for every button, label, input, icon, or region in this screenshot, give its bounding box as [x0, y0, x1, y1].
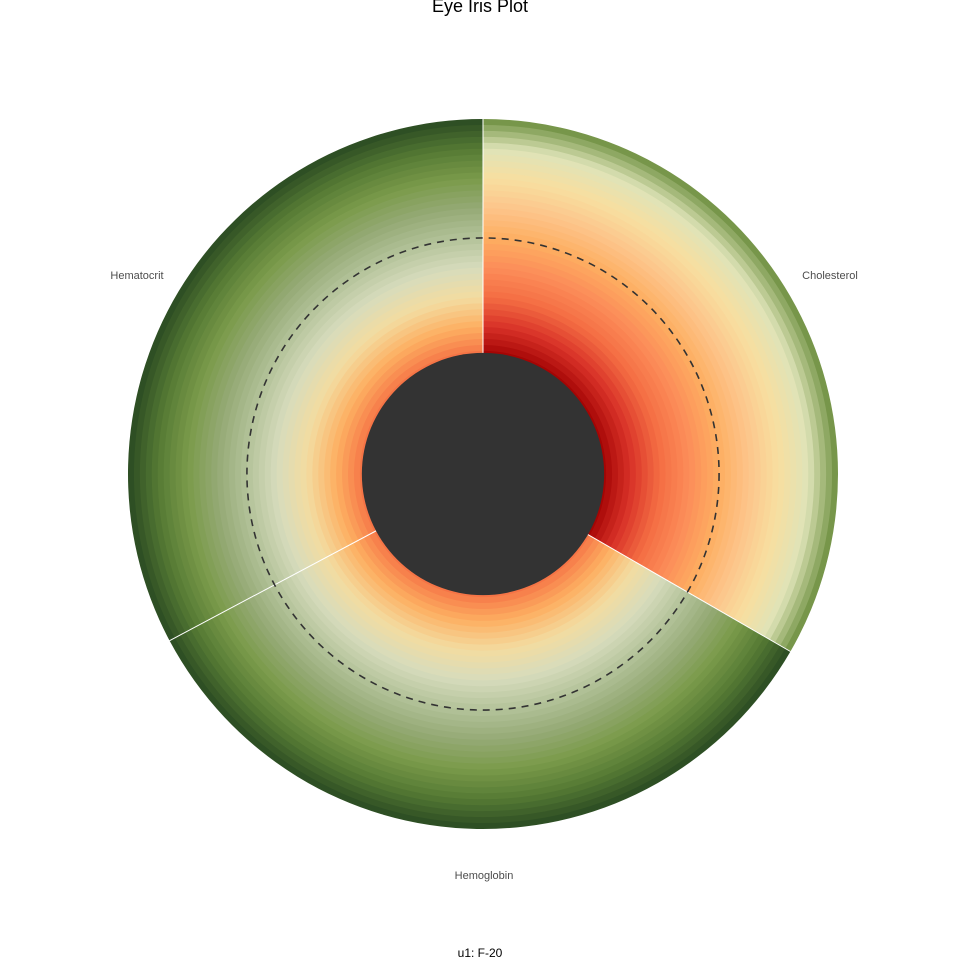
ring-segment	[359, 350, 483, 533]
ring-segment	[483, 296, 661, 563]
ring-segment	[204, 195, 484, 605]
ring-segment	[483, 278, 679, 572]
chart-title: Eye Iris Plot	[431, 0, 529, 16]
sector-labels: Cholesterol Hemoglobin Hematocrit	[110, 270, 857, 882]
ring-segment	[358, 537, 606, 616]
ring-segment	[326, 554, 637, 652]
ring-segment	[483, 326, 631, 548]
ring-segment	[337, 548, 627, 640]
ring-segment	[210, 201, 483, 602]
ring-segment	[228, 219, 483, 594]
ring-segment	[329, 320, 483, 547]
ring-segment	[483, 302, 655, 560]
ring-segment	[483, 284, 673, 569]
ring-segment	[483, 255, 702, 584]
ring-segment	[264, 255, 483, 577]
ring-segment	[347, 338, 483, 538]
ring-segment	[316, 559, 647, 664]
ring-segment	[352, 540, 611, 622]
ring-segment	[483, 237, 720, 593]
ring-segment	[335, 326, 483, 544]
ring-segment	[331, 551, 632, 646]
ring-segment	[198, 189, 483, 608]
ring-segment	[483, 207, 750, 608]
ring-segment	[252, 243, 483, 583]
ring-segment	[299, 290, 483, 560]
ring-segment	[483, 243, 714, 590]
ring-segment	[305, 296, 483, 558]
ring-segment	[310, 562, 652, 670]
ring-segment	[192, 183, 483, 611]
ring-segment	[295, 570, 668, 687]
ring-segment	[300, 568, 663, 681]
ring-segment	[483, 225, 732, 599]
iris-rings	[127, 118, 839, 830]
pupil	[361, 352, 605, 596]
ring-segment	[483, 332, 625, 545]
ring-segment	[483, 267, 690, 578]
ring-segment	[246, 237, 483, 586]
ring-segment	[483, 314, 643, 554]
ring-segment	[145, 136, 483, 633]
ring-segment	[139, 130, 483, 636]
ring-segment	[483, 344, 613, 539]
ring-segment	[293, 284, 483, 563]
ring-segment	[483, 213, 744, 605]
ring-segment	[483, 320, 637, 551]
ring-segment	[270, 261, 483, 574]
ring-segment	[216, 207, 484, 600]
ring-segment	[180, 171, 483, 616]
sector-label-cholesterol: Cholesterol	[802, 270, 858, 282]
ring-segment	[287, 278, 483, 566]
ring-segment	[483, 219, 738, 602]
ring-segment	[222, 213, 483, 597]
ring-segment	[483, 249, 708, 587]
ring-segment	[282, 273, 483, 569]
ring-segment	[353, 344, 483, 535]
ring-segment	[151, 142, 484, 630]
ring-segment	[483, 261, 696, 581]
ring-segment	[279, 579, 683, 705]
ring-segment	[163, 154, 483, 625]
ring-segment	[483, 201, 756, 611]
ring-segment	[321, 556, 642, 658]
ring-segment	[483, 290, 667, 566]
ring-segment	[363, 534, 601, 610]
ring-segment	[341, 332, 483, 541]
ring-segment	[289, 573, 673, 693]
ring-segment	[276, 267, 483, 572]
ring-segment	[317, 308, 483, 552]
ring-segment	[483, 338, 619, 542]
ring-segment	[347, 542, 616, 628]
ring-segment	[174, 165, 484, 619]
ring-segment	[186, 177, 483, 614]
ring-segment	[305, 565, 658, 675]
ring-segment	[258, 249, 483, 580]
ring-segment	[240, 231, 483, 588]
chart-caption: u1: F-20	[457, 946, 503, 960]
ring-segment	[368, 531, 596, 604]
sector-label-hemoglobin: Hemoglobin	[455, 870, 514, 882]
ring-segment	[169, 160, 484, 622]
sector-hemoglobin	[169, 529, 791, 830]
sector-hematocrit	[127, 119, 484, 641]
ring-segment	[483, 273, 685, 575]
sector-label-hematocrit: Hematocrit	[110, 270, 163, 282]
ring-segment	[234, 225, 483, 591]
ring-segment	[284, 576, 678, 699]
ring-segment	[483, 308, 649, 557]
ring-segment	[342, 545, 622, 634]
ring-segment	[311, 302, 483, 555]
ring-segment	[323, 314, 483, 549]
reference-circle	[246, 237, 720, 711]
ring-segment	[157, 148, 483, 627]
